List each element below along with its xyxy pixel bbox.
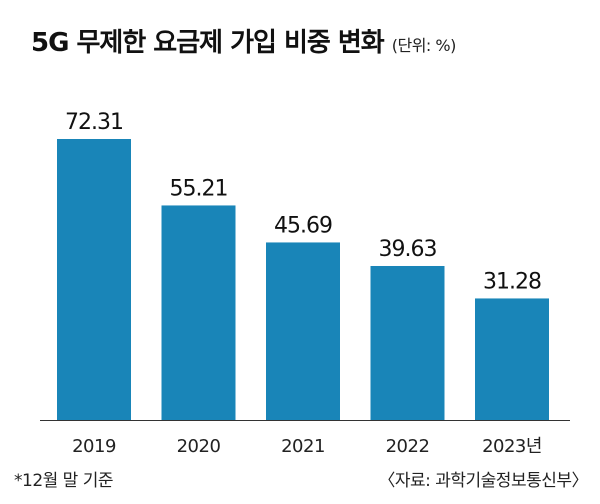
source-note: 〈자료: 과학기술정보통신부〉 [378,471,588,491]
value-label-2020: 55.21 [170,176,228,201]
footnote: *12월 말 기준 [14,471,114,491]
x-tick-label-2019: 2019 [72,436,116,457]
value-label-2021: 45.69 [274,213,332,238]
bar-2020 [161,205,236,420]
x-tick-label-2021: 2021 [281,436,325,457]
x-tick-label-2023년: 2023년 [482,436,542,457]
x-tick-label-2020: 2020 [177,436,221,457]
x-tick-label-2022: 2022 [386,436,430,457]
value-label-2022: 39.63 [379,237,437,262]
bar-2019 [57,139,131,420]
bar-2023년 [475,298,549,420]
value-label-2023년: 31.28 [483,269,541,294]
bar-2021 [266,242,340,420]
value-label-2019: 72.31 [65,110,123,135]
title-row: 5G 무제한 요금제 가입 비중 변화 (단위: %) [31,22,456,59]
chart-title: 5G 무제한 요금제 가입 비중 변화 [31,28,385,58]
unit-label: (단위: %) [391,36,457,55]
bar-2022 [370,265,445,420]
